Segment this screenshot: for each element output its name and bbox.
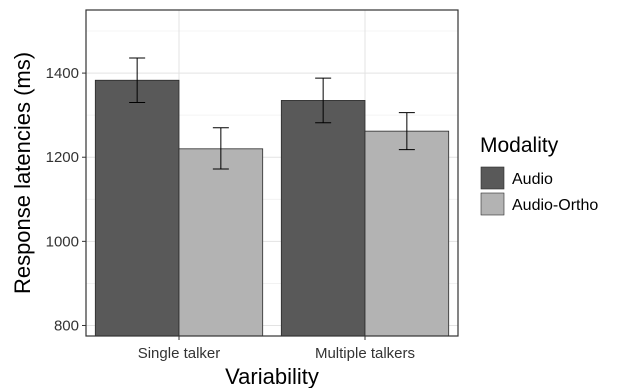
- y-axis: 800 1000 1200 1400: [46, 65, 86, 334]
- x-axis-title: Variability: [225, 364, 319, 388]
- error-bar: [212, 127, 229, 170]
- x-tick-label: Multiple talkers: [315, 345, 415, 362]
- error-bar: [129, 57, 146, 104]
- bar-audio-ortho-1: [178, 148, 264, 337]
- bars: [94, 79, 450, 337]
- legend-swatch: [480, 192, 505, 216]
- legend: Modality Audio Audio-Ortho: [480, 134, 598, 216]
- legend-item: Audio: [480, 166, 553, 190]
- y-tick-label: 800: [54, 317, 79, 334]
- y-tick-label: 1400: [46, 65, 79, 82]
- x-axis: Single talker Multiple talkers: [138, 336, 415, 362]
- x-tick-label: Single talker: [138, 345, 221, 362]
- legend-swatch: [480, 166, 505, 190]
- bar-audio-1: [94, 79, 180, 337]
- bar-audio-ortho-2: [364, 130, 450, 337]
- legend-title: Modality: [480, 134, 559, 157]
- y-tick-label: 1200: [46, 149, 79, 166]
- y-tick-label: 1000: [46, 233, 79, 250]
- y-axis-title: Response latencies (ms): [10, 52, 35, 294]
- error-bar: [398, 112, 415, 151]
- error-bars: [129, 57, 415, 170]
- legend-label: Audio: [512, 171, 553, 188]
- legend-label: Audio-Ortho: [512, 197, 598, 214]
- error-bar: [315, 77, 332, 124]
- bar-audio-2: [280, 100, 366, 337]
- legend-item: Audio-Ortho: [480, 192, 598, 216]
- plot-border: [85, 9, 459, 337]
